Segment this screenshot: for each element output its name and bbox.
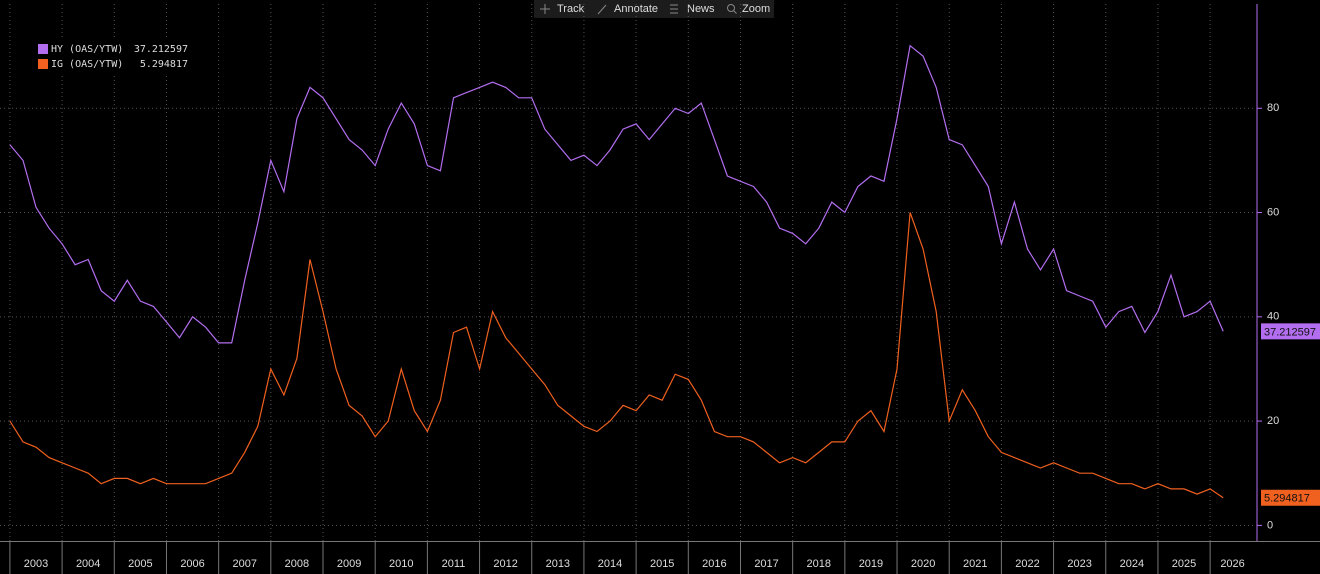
last-value-tag — [1261, 489, 1320, 506]
toolbar-button[interactable]: Track — [557, 3, 585, 15]
x-tick-label: 2019 — [859, 558, 883, 570]
x-tick-label: 2026 — [1220, 558, 1244, 570]
last-value-tag — [1261, 323, 1320, 340]
x-tick-label: 2008 — [285, 558, 309, 570]
x-tick-label: 2022 — [1015, 558, 1039, 570]
x-tick-label: 2011 — [442, 558, 466, 570]
legend-label: IG (OAS/YTW) — [51, 59, 123, 70]
toolbar — [534, 0, 774, 18]
x-tick-label: 2005 — [128, 558, 152, 570]
series-line — [9, 44, 1224, 344]
x-tick-label: 2004 — [76, 558, 100, 570]
x-tick-label: 2007 — [232, 558, 256, 570]
x-tick-label: 2003 — [24, 558, 48, 570]
y-tick-label: 80 — [1267, 102, 1279, 114]
x-tick-label: 2017 — [754, 558, 778, 570]
x-tick-label: 2024 — [1120, 558, 1144, 570]
x-tick-label: 2016 — [702, 558, 726, 570]
x-tick-label: 2006 — [180, 558, 204, 570]
x-tick-label: 2023 — [1067, 558, 1091, 570]
x-tick-label: 2015 — [650, 558, 674, 570]
x-tick-label: 2020 — [911, 558, 935, 570]
x-tick-label: 2009 — [337, 558, 361, 570]
y-tick-label: 40 — [1267, 311, 1279, 323]
x-tick-label: 2010 — [389, 558, 413, 570]
legend-label: HY (OAS/YTW) — [51, 44, 123, 55]
toolbar-button[interactable]: Zoom — [742, 3, 770, 15]
last-value-label: 5.294817 — [1264, 493, 1310, 505]
legend — [30, 40, 192, 74]
last-value-label: 37.212597 — [1264, 326, 1316, 338]
series-line — [9, 212, 1224, 499]
legend-swatch — [38, 59, 48, 69]
x-tick-label: 2012 — [493, 558, 517, 570]
legend-swatch — [38, 44, 48, 54]
y-tick-label: 0 — [1267, 519, 1273, 531]
x-tick-label: 2018 — [807, 558, 831, 570]
x-tick-label: 2025 — [1172, 558, 1196, 570]
x-tick-label: 2013 — [546, 558, 570, 570]
y-tick-label: 20 — [1267, 415, 1279, 427]
x-tick-label: 2021 — [963, 558, 987, 570]
legend-value: 37.212597 — [134, 44, 188, 55]
toolbar-button[interactable]: News — [687, 3, 715, 15]
x-tick-label: 2014 — [598, 558, 622, 570]
toolbar-icons — [540, 4, 737, 15]
y-tick-label: 60 — [1267, 206, 1279, 218]
legend-value: 5.294817 — [140, 59, 188, 70]
